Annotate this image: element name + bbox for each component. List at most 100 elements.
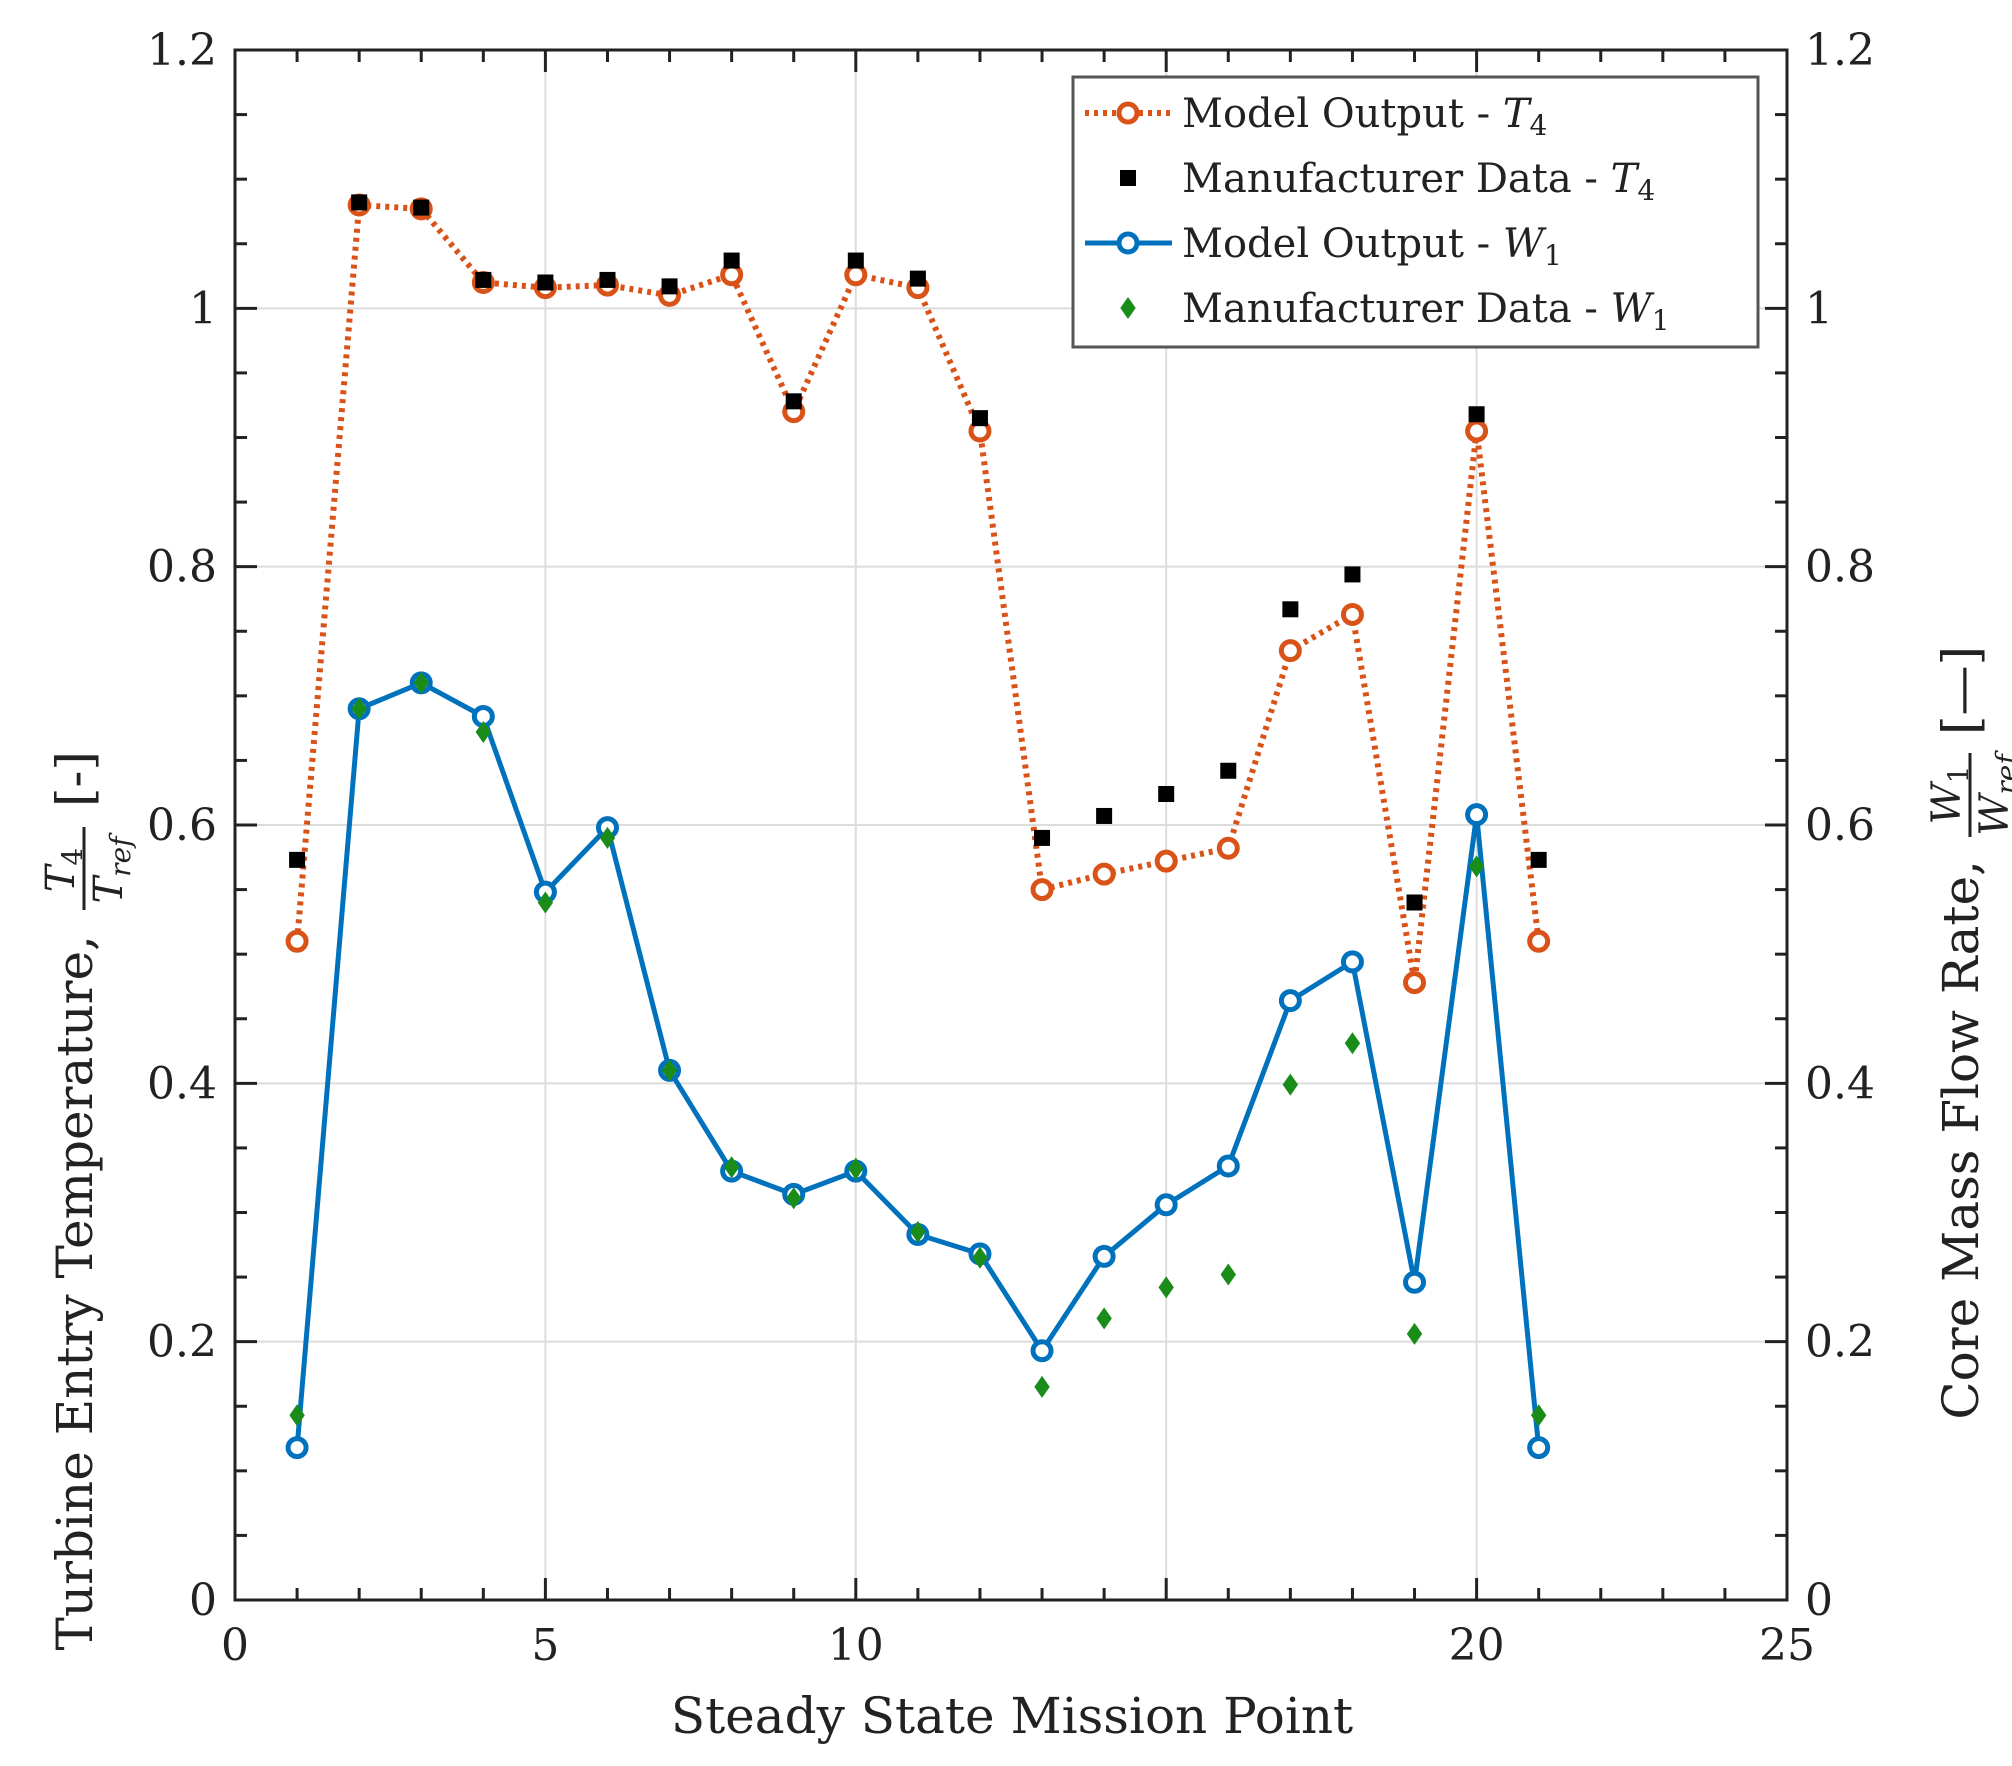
x-tick-label: 5 <box>531 1620 559 1671</box>
data-point <box>909 270 926 287</box>
y-tick-label-right: 0.6 <box>1805 800 1875 851</box>
data-point <box>1096 1307 1112 1330</box>
y-tick-label-left: 0.6 <box>147 800 217 851</box>
data-point <box>1282 1073 1299 1096</box>
y-left-frac-den: T <box>86 874 132 904</box>
data-point <box>537 891 554 914</box>
y-right-frac-den-sub: ref <box>1990 750 2012 795</box>
svg-text:W1: W1 <box>1924 766 1975 825</box>
legend-label: Manufacturer Data - W1 <box>1182 286 1670 337</box>
y-left-unit: [-] <box>46 751 104 807</box>
data-point <box>1030 878 1054 902</box>
y-axis-title-left: Turbine Entry Temperature, T4 Tref [-] <box>38 751 137 1650</box>
data-point <box>413 199 430 216</box>
legend-box <box>1071 75 1760 349</box>
x-tick-label: 10 <box>828 1620 884 1671</box>
data-point <box>1030 1339 1054 1363</box>
legend-entry: Manufacturer Data - W1 <box>1120 286 1670 337</box>
data-point <box>847 252 864 269</box>
data-point <box>723 1156 740 1179</box>
x-tick-label: 20 <box>1449 1620 1505 1671</box>
y-left-frac-num-sub: 4 <box>56 848 89 866</box>
data-point <box>1154 849 1178 873</box>
legend-label: Model Output - W1 <box>1182 221 1562 272</box>
data-point <box>289 851 306 868</box>
data-point <box>1527 929 1551 953</box>
data-point <box>1220 1263 1236 1286</box>
y-left-frac-den-sub: ref <box>104 832 137 877</box>
y-tick-label-right: 0.2 <box>1805 1317 1875 1368</box>
axis-ticks <box>233 48 1789 1602</box>
y-right-frac-den: W <box>1972 792 2012 836</box>
legend-label: Manufacturer Data - T4 <box>1182 156 1655 207</box>
data-point <box>1092 1244 1116 1268</box>
y-tick-label-left: 0.8 <box>147 542 217 593</box>
data-point <box>1034 829 1051 846</box>
data-point <box>537 274 554 291</box>
data-point <box>1282 601 1299 618</box>
legend-entry: Manufacturer Data - T4 <box>1120 156 1655 207</box>
data-point <box>599 271 616 288</box>
series-square-marker <box>289 194 1547 911</box>
y-tick-label-left: 1.2 <box>147 25 217 76</box>
data-point <box>661 278 678 295</box>
data-point <box>786 1187 802 1210</box>
data-point <box>910 1220 926 1243</box>
y-right-unit: [—] <box>1932 646 1990 735</box>
data-point <box>1340 950 1364 974</box>
y-tick-label-right: 1 <box>1805 283 1833 334</box>
data-point <box>1403 1270 1427 1294</box>
y-tick-label-left: 0.4 <box>147 1058 217 1109</box>
data-point <box>1527 1436 1551 1460</box>
data-point <box>1216 1154 1240 1178</box>
data-point <box>1530 851 1547 868</box>
data-point <box>599 826 616 849</box>
data-point <box>351 697 367 720</box>
data-point <box>289 1404 305 1427</box>
svg-text:T4: T4 <box>38 848 89 893</box>
y-tick-label-left: 1 <box>189 283 217 334</box>
data-point <box>1216 836 1240 860</box>
legend-marker <box>1116 231 1140 255</box>
data-point <box>475 271 492 288</box>
data-point <box>1406 894 1423 911</box>
data-point <box>971 410 988 427</box>
y-left-frac-num: T <box>38 862 84 892</box>
data-point <box>1340 602 1364 626</box>
x-tick-label: 0 <box>221 1620 249 1671</box>
y-right-title-text: Core Mass Flow Rate, <box>1932 860 1990 1420</box>
data-point <box>848 1157 864 1180</box>
svg-text:Tref: Tref <box>86 832 137 904</box>
data-point <box>723 252 740 269</box>
series-layer <box>285 193 1551 1460</box>
data-point <box>661 1059 678 1082</box>
data-point <box>1344 1032 1361 1055</box>
data-point <box>1465 419 1489 443</box>
y-left-title-text: Turbine Entry Temperature, <box>46 935 104 1650</box>
y-tick-label-right: 0 <box>1805 1575 1833 1626</box>
y-tick-label-left: 0.2 <box>147 1317 217 1368</box>
data-point <box>285 929 309 953</box>
y-tick-label-right: 0.4 <box>1805 1058 1875 1109</box>
data-point <box>1220 762 1237 779</box>
y-tick-label-right: 1.2 <box>1805 25 1875 76</box>
data-point <box>1403 971 1427 995</box>
legend-marker <box>1120 170 1136 186</box>
data-point <box>1465 803 1489 827</box>
data-point <box>1530 1404 1547 1427</box>
y-right-frac-num: W <box>1924 780 1970 824</box>
tick-labels: 0 5 10 20 250 00.2 0.20.4 0.40.6 0.60.8 0.81 11.2 1… <box>147 25 1875 1671</box>
y-axis-title-right: Core Mass Flow Rate, W1 Wref [—] <box>1924 646 2012 1420</box>
y-tick-label-left: 0 <box>189 1575 217 1626</box>
data-point <box>1096 807 1113 824</box>
data-point <box>1406 1322 1423 1345</box>
x-tick-label: 25 <box>1759 1620 1815 1671</box>
data-point <box>1034 1375 1050 1398</box>
legend-marker <box>1120 297 1136 319</box>
data-point <box>972 1246 988 1269</box>
x-axis-title: Steady State Mission Point <box>671 1687 1353 1745</box>
data-point <box>475 721 492 743</box>
data-point <box>1468 406 1485 423</box>
data-point <box>351 194 368 211</box>
